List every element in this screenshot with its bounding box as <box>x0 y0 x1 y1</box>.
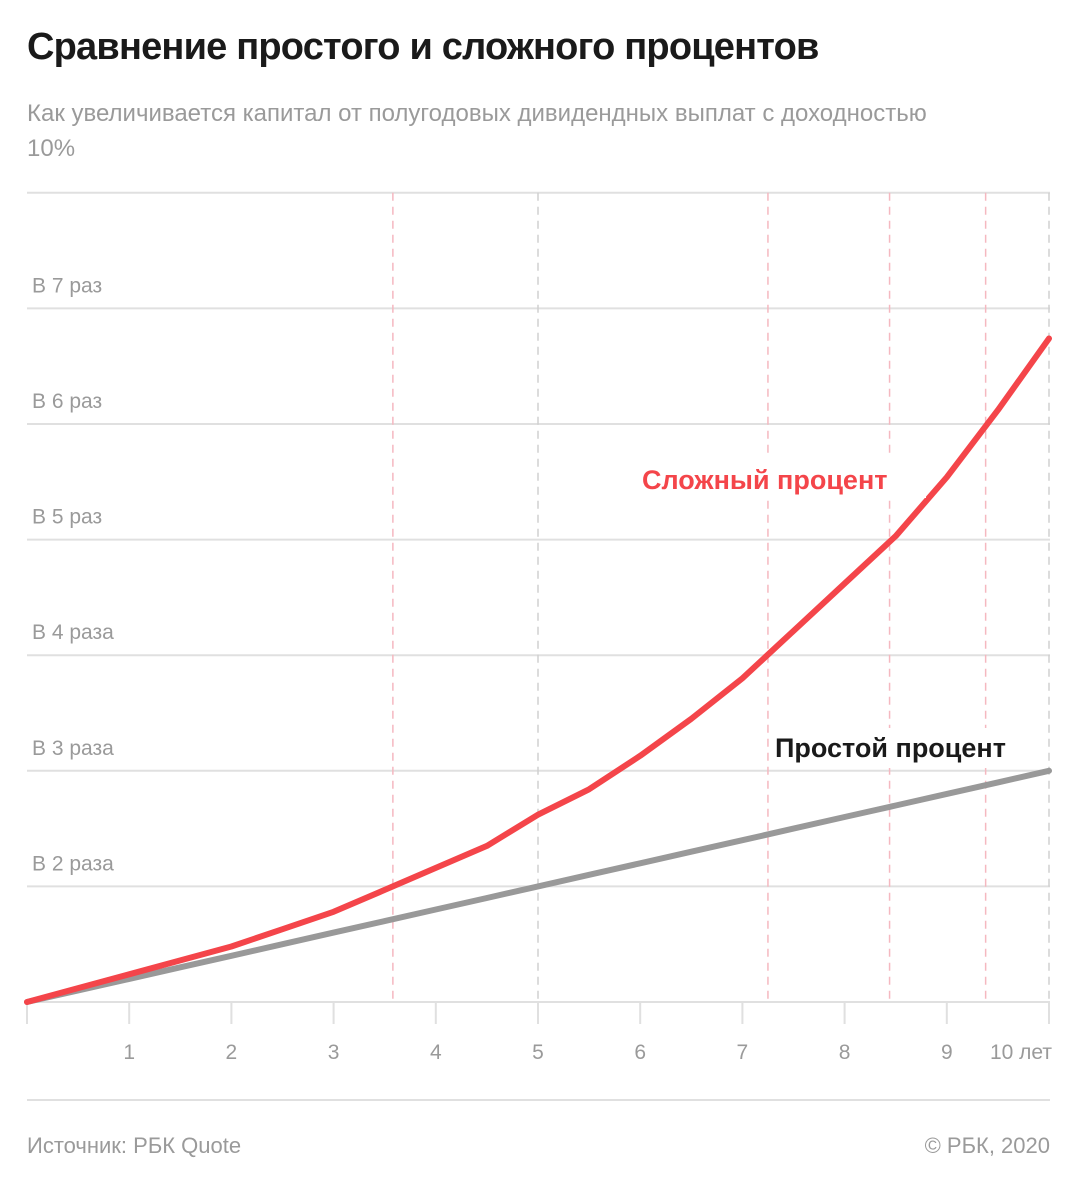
y-tick-label: В 4 раза <box>32 621 114 644</box>
label-background <box>770 728 1046 768</box>
compound-interest-line <box>24 335 1052 1005</box>
simple-interest-label: Простой процент <box>775 733 1006 763</box>
x-axis: 1 2 3 4 5 6 7 8 9 10 лет <box>26 1001 1052 1064</box>
chart-subtitle: Как увеличивается капитал от полугодовых… <box>27 100 927 162</box>
x-tick-label: 7 <box>737 1041 749 1064</box>
x-tick-label: 9 <box>941 1041 953 1064</box>
reference-lines <box>392 192 1050 1002</box>
simple-interest-line <box>24 767 1052 1005</box>
x-tick-label: 6 <box>634 1041 646 1064</box>
compound-interest-label: Сложный процент <box>642 465 887 495</box>
y-tick-label: В 7 раз <box>32 274 102 297</box>
y-tick-label: В 6 раз <box>32 390 102 413</box>
x-tick-label: 8 <box>839 1041 851 1064</box>
line-chart: 1 2 3 4 5 6 7 8 9 10 лет В 2 раза В 3 раза В 4 раза… <box>24 191 1052 1064</box>
x-tick-label: 4 <box>430 1041 442 1064</box>
label-background <box>636 458 926 498</box>
y-axis-labels: В 2 раза В 3 раза В 4 раза В 5 раз В 6 раз В … <box>32 274 114 875</box>
x-tick-label: 5 <box>532 1041 544 1064</box>
y-tick-label: В 5 раз <box>32 506 102 529</box>
x-tick-label: 3 <box>328 1041 340 1064</box>
copyright-note: © РБК, 2020 <box>924 1133 1050 1158</box>
y-tick-label: В 2 раза <box>32 852 114 875</box>
x-tick-label: 1 <box>123 1041 135 1064</box>
series-annotations: Сложный процент Простой процент <box>636 458 1046 768</box>
series-lines <box>24 335 1052 1005</box>
source-note: Источник: РБК Quote <box>27 1133 242 1158</box>
footer-divider <box>27 1099 1050 1101</box>
y-tick-label: В 3 раза <box>32 737 114 760</box>
x-tick-label: 10 лет <box>990 1041 1052 1064</box>
chart-title: Сравнение простого и сложного процентов <box>27 26 819 68</box>
x-tick-label: 2 <box>226 1041 238 1064</box>
